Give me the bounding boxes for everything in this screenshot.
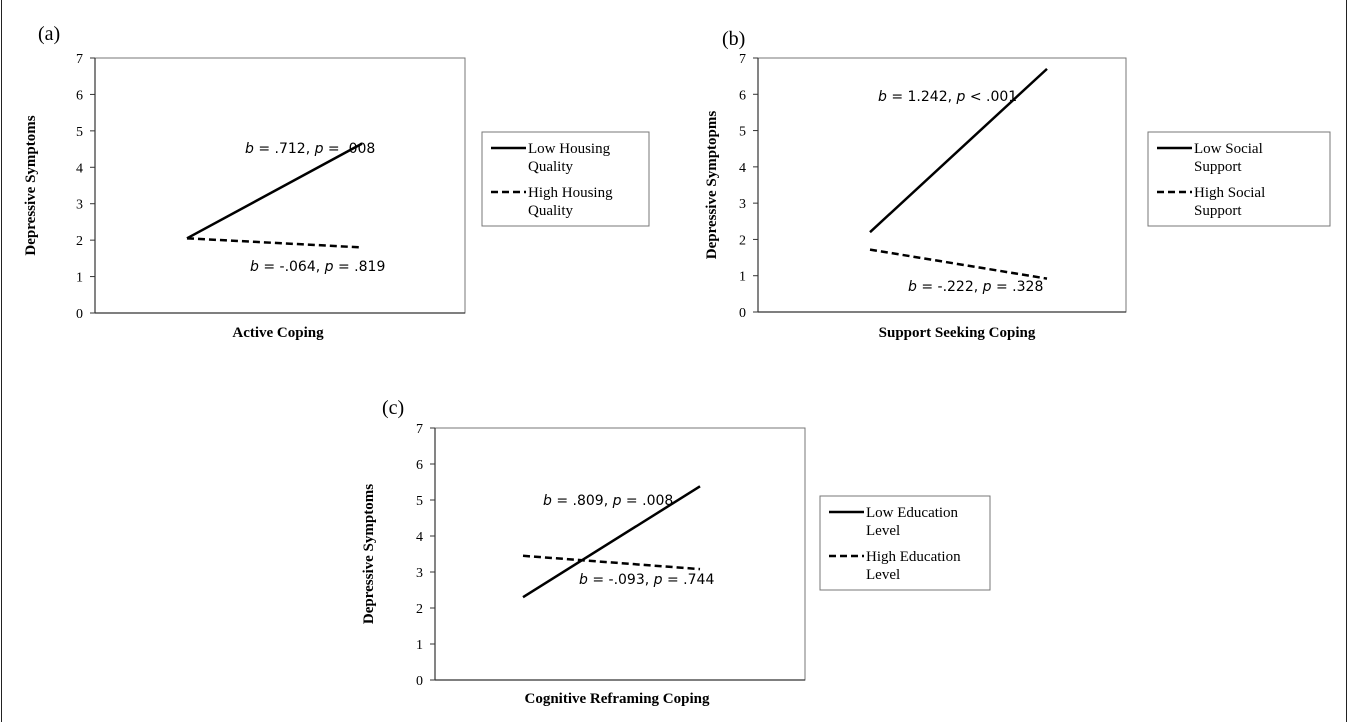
annotation-p-symbol: p bbox=[324, 259, 334, 275]
x-axis-title: Support Seeking Coping bbox=[879, 325, 1036, 341]
annotation-b-value: = -.222, bbox=[917, 279, 983, 295]
panel-label: (a) bbox=[38, 23, 60, 45]
legend-label-line: Quality bbox=[528, 159, 573, 175]
annotation-b-symbol: b bbox=[908, 279, 917, 295]
y-tick-label: 2 bbox=[76, 234, 83, 249]
y-tick-label: 3 bbox=[76, 198, 83, 213]
y-tick-label: 0 bbox=[76, 307, 83, 322]
series-line-low bbox=[186, 142, 363, 240]
y-tick-label: 1 bbox=[76, 271, 83, 286]
y-tick-label: 6 bbox=[739, 88, 746, 103]
series-line-low bbox=[522, 485, 701, 599]
slope-annotation: b = -.093, p = .744 bbox=[579, 572, 714, 588]
legend-label: High Housing Quality bbox=[528, 185, 613, 219]
annotation-b-symbol: b bbox=[543, 493, 552, 509]
legend: Low Education Level High Education Level bbox=[819, 495, 991, 591]
series-line-high bbox=[869, 248, 1048, 280]
y-tick-label: 4 bbox=[739, 161, 746, 176]
annotation-p-symbol: p bbox=[653, 572, 663, 588]
legend-label: Low Social Support bbox=[1194, 141, 1263, 175]
annotation-p-symbol: p bbox=[612, 493, 622, 509]
plot-area bbox=[434, 427, 806, 681]
y-tick-label: 3 bbox=[739, 197, 746, 212]
legend-label: Low Education Level bbox=[866, 505, 959, 539]
y-tick-label: 7 bbox=[416, 422, 423, 437]
annotation-b-symbol: b bbox=[245, 141, 254, 157]
annotation-p-value: < .001 bbox=[965, 89, 1017, 105]
chart-panel-c: (c) 0 1 2 3 4 5 6 7 Depressive Symptoms Cognitive … bbox=[361, 397, 991, 707]
annotation-p-symbol: p bbox=[314, 141, 324, 157]
y-tick-label: 6 bbox=[416, 458, 423, 473]
panel-label: (b) bbox=[722, 28, 745, 50]
annotation-b-value: = 1.242, bbox=[887, 89, 957, 105]
y-tick-label: 6 bbox=[76, 88, 83, 103]
x-axis-title: Cognitive Reframing Coping bbox=[525, 691, 710, 707]
chart-panel-a: (a) 0 1 2 3 4 5 6 7 Depressive Symptoms Active Cop… bbox=[23, 23, 650, 341]
annotation-b-value: = .712, bbox=[254, 141, 315, 157]
legend-label-line: Low Housing bbox=[528, 141, 611, 157]
legend: Low Housing Quality High Housing Quality bbox=[481, 131, 650, 227]
y-tick-label: 5 bbox=[739, 125, 746, 140]
legend-label-line: High Education bbox=[866, 549, 961, 565]
annotation-p-symbol: p bbox=[982, 279, 992, 295]
annotation-b-value: = .809, bbox=[552, 493, 613, 509]
legend-label-line: Quality bbox=[528, 203, 573, 219]
legend-label: Low Housing Quality bbox=[528, 141, 611, 175]
legend-label: High Social Support bbox=[1194, 185, 1265, 219]
y-tick-label: 4 bbox=[416, 530, 423, 545]
slope-annotation: b = .809, p = .008 bbox=[543, 493, 673, 509]
x-axis-title: Active Coping bbox=[232, 325, 324, 341]
annotation-p-value: = .744 bbox=[663, 572, 715, 588]
annotation-b-symbol: b bbox=[579, 572, 588, 588]
slope-annotation: b = .712, p = .008 bbox=[245, 141, 375, 157]
y-tick-label: 0 bbox=[416, 674, 423, 689]
legend-label-line: Level bbox=[866, 523, 900, 539]
series-line-high bbox=[186, 237, 363, 249]
legend-label-line: High Housing bbox=[528, 185, 613, 201]
legend-label-line: Low Social bbox=[1194, 141, 1263, 157]
y-tick-label: 1 bbox=[739, 270, 746, 285]
legend-label-line: High Social bbox=[1194, 185, 1265, 201]
series-line-high bbox=[522, 554, 701, 571]
annotation-p-value: = .328 bbox=[992, 279, 1044, 295]
legend-label-line: Level bbox=[866, 567, 900, 583]
legend-label: High Education Level bbox=[866, 549, 961, 583]
legend-label-line: Support bbox=[1194, 159, 1242, 175]
y-tick-label: 5 bbox=[76, 125, 83, 140]
slope-annotation: b = -.064, p = .819 bbox=[250, 259, 385, 275]
annotation-p-value: = .819 bbox=[334, 259, 386, 275]
y-tick-label: 1 bbox=[416, 638, 423, 653]
y-tick-label: 2 bbox=[739, 233, 746, 248]
slope-annotation: b = 1.242, p < .001 bbox=[878, 89, 1017, 105]
y-tick-label: 7 bbox=[739, 52, 746, 67]
y-tick-label: 0 bbox=[739, 306, 746, 321]
y-tick-label: 5 bbox=[416, 494, 423, 509]
annotation-b-symbol: b bbox=[878, 89, 887, 105]
y-tick-label: 3 bbox=[416, 566, 423, 581]
y-tick-label: 7 bbox=[76, 52, 83, 67]
chart-panel-b: (b) 0 1 2 3 4 5 6 7 Depressive Symptopms Support S… bbox=[704, 28, 1331, 341]
panel-label: (c) bbox=[382, 397, 404, 419]
annotation-p-value: = .008 bbox=[621, 493, 673, 509]
y-tick-label: 2 bbox=[416, 602, 423, 617]
legend-label-line: Low Education bbox=[866, 505, 959, 521]
annotation-b-symbol: b bbox=[250, 259, 259, 275]
y-axis-title: Depressive Symptoms bbox=[361, 484, 377, 624]
annotation-b-value: = -.064, bbox=[259, 259, 325, 275]
series-line-low bbox=[869, 67, 1048, 234]
legend: Low Social Support High Social Support bbox=[1147, 131, 1331, 227]
annotation-p-symbol: p bbox=[956, 89, 966, 105]
annotation-b-value: = -.093, bbox=[588, 572, 654, 588]
y-tick-label: 4 bbox=[76, 161, 83, 176]
annotation-p-value: = .008 bbox=[323, 141, 375, 157]
slope-annotation: b = -.222, p = .328 bbox=[908, 279, 1043, 295]
legend-label-line: Support bbox=[1194, 203, 1242, 219]
y-axis-title: Depressive Symptopms bbox=[704, 111, 720, 260]
y-axis-title: Depressive Symptoms bbox=[23, 115, 39, 255]
